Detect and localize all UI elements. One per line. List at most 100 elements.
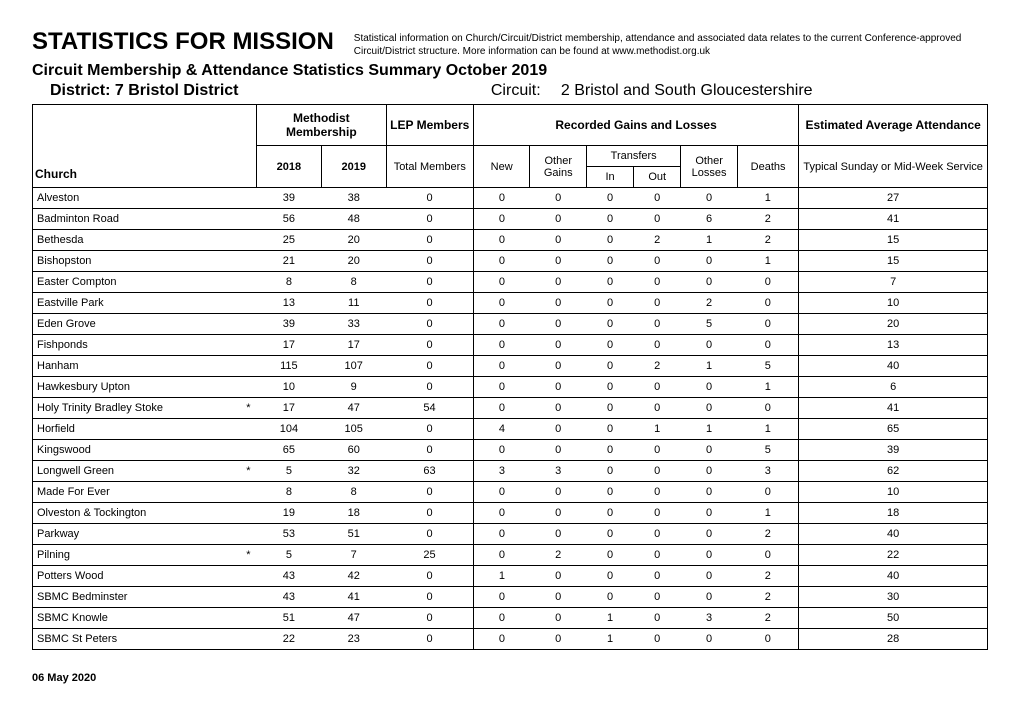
table-cell: 0 (473, 356, 530, 377)
table-cell: 5 (681, 314, 738, 335)
circuit-value: 2 Bristol and South Gloucestershire (561, 82, 988, 100)
table-cell: Pilning* (33, 545, 257, 566)
table-row: SBMC Knowle5147000103250 (33, 608, 988, 629)
table-cell: 15 (799, 251, 988, 272)
table-cell: 0 (386, 272, 473, 293)
table-cell: 0 (634, 314, 681, 335)
table-cell: 0 (587, 524, 634, 545)
table-cell: 0 (386, 482, 473, 503)
table-cell: 0 (634, 398, 681, 419)
table-row: Alveston3938000000127 (33, 188, 988, 209)
table-cell: 40 (799, 566, 988, 587)
table-cell: Alveston (33, 188, 257, 209)
table-row: Easter Compton8800000007 (33, 272, 988, 293)
col-recorded: Recorded Gains and Losses (473, 105, 798, 146)
table-cell: 0 (681, 587, 738, 608)
table-cell: 13 (256, 293, 321, 314)
col-new: New (473, 146, 530, 188)
table-cell: 0 (634, 482, 681, 503)
table-cell: 0 (681, 566, 738, 587)
table-cell: 0 (530, 335, 587, 356)
table-cell: 8 (256, 482, 321, 503)
table-cell: 0 (473, 587, 530, 608)
table-cell: 25 (386, 545, 473, 566)
table-cell: 0 (681, 461, 738, 482)
table-cell: 2 (681, 293, 738, 314)
table-cell: 0 (737, 272, 798, 293)
table-cell: 0 (473, 398, 530, 419)
table-cell: 47 (321, 608, 386, 629)
table-cell: 0 (587, 566, 634, 587)
table-row: SBMC Bedminster4341000000230 (33, 587, 988, 608)
table-cell: 0 (587, 419, 634, 440)
table-cell: 0 (681, 377, 738, 398)
table-cell: 20 (799, 314, 988, 335)
table-cell: Eden Grove (33, 314, 257, 335)
table-cell: 0 (530, 419, 587, 440)
table-cell: 1 (681, 419, 738, 440)
table-cell: Fishponds (33, 335, 257, 356)
col-other-gains: Other Gains (530, 146, 587, 188)
table-cell: 0 (587, 209, 634, 230)
table-cell: 1 (587, 608, 634, 629)
table-cell: 39 (799, 440, 988, 461)
table-cell: 0 (587, 503, 634, 524)
table-cell: Olveston & Tockington (33, 503, 257, 524)
table-cell: 43 (256, 587, 321, 608)
table-cell: 41 (321, 587, 386, 608)
table-cell: 8 (256, 272, 321, 293)
table-cell: 17 (321, 335, 386, 356)
table-cell: 9 (321, 377, 386, 398)
table-row: Parkway5351000000240 (33, 524, 988, 545)
table-cell: 0 (473, 482, 530, 503)
stats-table: Church Methodist Membership LEP Members … (32, 104, 988, 650)
table-row: Made For Ever88000000010 (33, 482, 988, 503)
table-cell: 0 (386, 314, 473, 335)
table-cell: 0 (530, 230, 587, 251)
table-cell: 0 (587, 545, 634, 566)
table-cell: SBMC Knowle (33, 608, 257, 629)
table-cell: 62 (799, 461, 988, 482)
table-cell: 0 (587, 314, 634, 335)
table-cell: 43 (256, 566, 321, 587)
table-cell: 15 (799, 230, 988, 251)
table-cell: 0 (473, 608, 530, 629)
table-cell: 5 (737, 440, 798, 461)
table-cell: Potters Wood (33, 566, 257, 587)
table-cell: 0 (634, 545, 681, 566)
table-cell: 2 (737, 587, 798, 608)
table-cell: 2 (634, 356, 681, 377)
table-cell: 0 (473, 272, 530, 293)
table-cell: 41 (799, 398, 988, 419)
table-cell: 0 (530, 209, 587, 230)
table-cell: 20 (321, 230, 386, 251)
table-cell: 3 (737, 461, 798, 482)
table-row: Badminton Road5648000006241 (33, 209, 988, 230)
table-cell: 21 (256, 251, 321, 272)
table-cell: 47 (321, 398, 386, 419)
table-cell: Parkway (33, 524, 257, 545)
district-row: District: 7 Bristol District Circuit: 2 … (32, 82, 988, 100)
col-deaths: Deaths (737, 146, 798, 188)
table-cell: 0 (530, 587, 587, 608)
table-cell: 40 (799, 524, 988, 545)
table-cell: 8 (321, 482, 386, 503)
table-row: Longwell Green*5326333000362 (33, 461, 988, 482)
table-cell: 25 (256, 230, 321, 251)
table-cell: 11 (321, 293, 386, 314)
table-cell: 0 (587, 377, 634, 398)
table-cell: 2 (737, 230, 798, 251)
col-out: Out (634, 167, 681, 188)
table-cell: Eastville Park (33, 293, 257, 314)
table-cell: 4 (473, 419, 530, 440)
table-cell: 0 (473, 293, 530, 314)
table-cell: 13 (799, 335, 988, 356)
table-cell: 1 (587, 629, 634, 650)
table-cell: 0 (587, 398, 634, 419)
table-cell: 18 (321, 503, 386, 524)
footer-date: 06 May 2020 (32, 672, 988, 684)
table-cell: 0 (737, 293, 798, 314)
table-cell: SBMC Bedminster (33, 587, 257, 608)
table-cell: 22 (799, 545, 988, 566)
table-cell: 0 (634, 440, 681, 461)
